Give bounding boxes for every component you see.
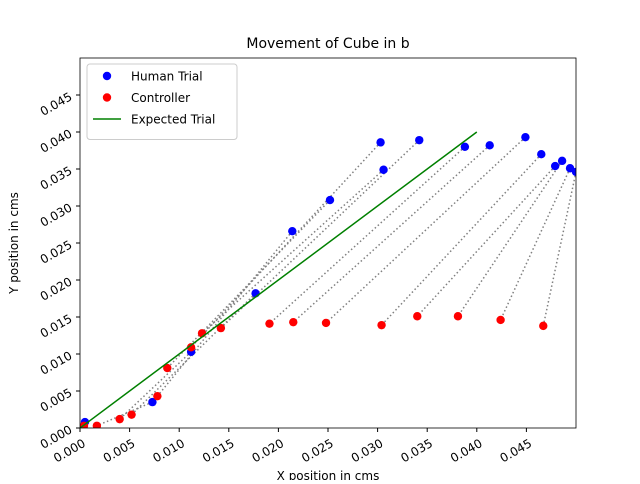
connector [166, 199, 331, 369]
point [153, 391, 162, 401]
point [557, 156, 567, 166]
point [115, 414, 124, 424]
point [186, 343, 196, 352]
connector [190, 141, 382, 348]
point [485, 141, 494, 150]
point [92, 421, 102, 428]
point [550, 161, 560, 171]
connector [201, 169, 385, 334]
point [460, 142, 470, 151]
point [415, 135, 424, 145]
connector [292, 144, 491, 323]
x-axis-label: X position in cms [277, 469, 380, 480]
point [127, 410, 136, 419]
legend-box [86, 63, 238, 140]
point [413, 312, 422, 321]
legend-label: Human Trial [131, 70, 203, 84]
point [265, 319, 274, 328]
point [496, 315, 505, 325]
connector [131, 292, 257, 416]
point [379, 165, 388, 174]
line [80, 131, 478, 428]
plot-frame [79, 57, 577, 429]
point [537, 150, 546, 159]
legend-label: Controller [131, 91, 190, 105]
point [289, 317, 298, 327]
point [148, 397, 157, 407]
point [377, 320, 386, 330]
point [163, 363, 172, 373]
point [453, 312, 463, 321]
legend-swatch [102, 71, 112, 81]
connector [325, 136, 526, 324]
point [325, 195, 335, 205]
connector [119, 351, 192, 420]
point [539, 321, 548, 331]
point [321, 318, 331, 328]
connector [220, 139, 420, 329]
legend-label: Expected Trial [131, 113, 215, 127]
point [216, 323, 226, 333]
chart-title: Movement of Cube in b [246, 36, 409, 52]
connector [381, 153, 542, 326]
legend-swatch [102, 93, 112, 102]
point [521, 132, 530, 142]
y-axis-label: Y position in cms [7, 192, 21, 295]
point [288, 226, 297, 236]
point [376, 138, 385, 147]
point [571, 167, 576, 177]
